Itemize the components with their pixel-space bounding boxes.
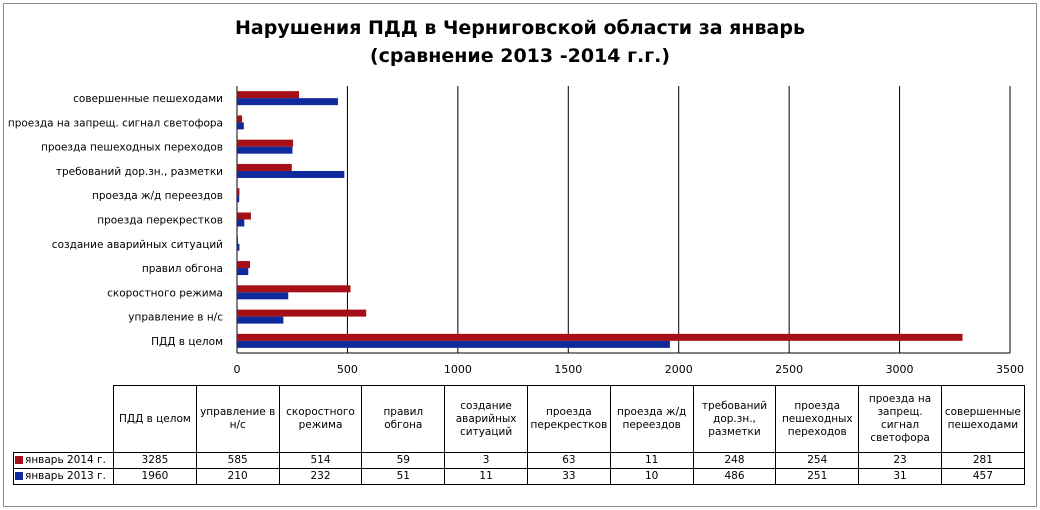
bar-2014 [237,333,963,341]
table-cell: 33 [526,468,611,485]
title-line-1: Нарушения ПДД в Черниговской области за … [235,17,805,39]
y-category-label: требований дор.зн., разметки [56,166,223,178]
bar-2014 [237,261,251,269]
table-cell: 63 [526,452,611,469]
table-cell: 31 [858,468,942,485]
table-header: проезда пешеходных переходов [775,385,860,453]
table-cell: 232 [278,468,363,485]
table-cell: 11 [444,468,528,485]
bar-2014 [237,285,351,293]
y-category-label: совершенные пешеходами [73,93,223,105]
table-cell: 3 [444,452,528,469]
table-corner [14,386,114,453]
bar-2013 [237,219,245,227]
x-tick-label: 1000 [444,363,472,376]
table-cell: 457 [940,468,1025,485]
bar-2013 [237,340,670,348]
bar-2013 [237,122,244,130]
title-line-2: (сравнение 2013 -2014 г.г.) [369,45,671,67]
table-cell: 248 [692,452,777,469]
legend-entry: январь 2013 г. [13,468,114,485]
x-tick-label: 3000 [886,363,914,376]
x-tick-label: 3500 [996,363,1024,376]
table-cell: 486 [692,468,777,485]
y-category-label: проезда перекрестков [97,215,223,227]
bar-2013 [237,170,345,178]
y-category-label: скоростного режима [107,287,223,299]
table-header: ПДД в целом [113,385,197,453]
bar-2014 [237,115,243,123]
table-cell: 23 [858,452,942,469]
table-header: создание аварийных ситуаций [444,385,528,453]
table-cell: 3285 [113,452,197,469]
bar-2013 [237,98,338,106]
bar-2013 [237,316,284,324]
table-cell: 514 [278,452,363,469]
table-cell: 10 [609,468,694,485]
table-header: совершенные пешеходами [940,385,1025,453]
chart-frame [3,3,1037,507]
bar-2014 [237,236,238,244]
table-cell: 11 [609,452,694,469]
legend-swatch-icon [15,472,23,480]
y-category-label: проезда ж/д переездов [92,190,223,202]
y-category-label: создание аварийных ситуаций [52,239,223,251]
y-category-label: правил обгона [142,263,223,275]
x-tick-label: 2000 [665,363,693,376]
table-header: проезда на запрещ. сигнал светофора [858,385,942,453]
bar-2014 [237,212,251,220]
table-header: проезда ж/д переездов [609,385,694,453]
table-cell: 59 [361,452,446,469]
y-category-label: управление в н/с [128,312,223,324]
legend-swatch-icon [15,456,23,464]
table-cell: 281 [940,452,1025,469]
table-cell: 210 [195,468,280,485]
y-category-label: проезда на запрещ. сигнал светофора [8,117,223,129]
bar-2014 [237,163,292,171]
bar-2014 [237,139,294,147]
bar-2013 [237,292,289,300]
y-category-label: проезда пешеходных переходов [41,142,223,154]
table-cell: 1960 [113,468,197,485]
data-table: ПДД в целом управление в н/с скоростного р… [13,385,1025,485]
table-header: скоростного режима [278,385,363,453]
legend-label: январь 2014 г. [25,454,106,466]
bar-2013 [237,268,249,276]
x-tick-label: 2500 [775,363,803,376]
table-cell: 254 [775,452,860,469]
bar-2014 [237,91,300,99]
x-tick-label: 500 [337,363,358,376]
bar-2013 [237,243,240,251]
bar-2013 [237,146,293,154]
x-tick-label: 1500 [554,363,582,376]
table-cell: 251 [775,468,860,485]
legend-entry: январь 2014 г. [13,452,114,469]
table-row: январь 2013 г. 1960 210 232 51 11 33 10 486 251 31… [13,468,1025,485]
table-cell: 51 [361,468,446,485]
table-header: требований дор.зн., разметки [692,385,777,453]
bar-chart: 0 500 1000 1500 2000 2500 3000 3500 ПДД в целом у… [8,86,1024,376]
table-header: управление в н/с [195,385,280,453]
table-header: правил обгона [361,385,446,453]
bar-2014 [237,309,367,317]
bar-2014 [237,188,240,196]
table-row: январь 2014 г. 3285 585 514 59 3 63 11 248 254 23 2… [13,452,1025,469]
x-tick-label: 0 [234,363,241,376]
table-cell: 585 [195,452,280,469]
y-category-label: ПДД в целом [151,336,223,348]
bar-2013 [237,195,240,203]
chart-title: Нарушения ПДД в Черниговской области за … [0,14,1040,70]
table-header: проезда перекрестков [526,385,611,453]
legend-label: январь 2013 г. [25,470,106,482]
